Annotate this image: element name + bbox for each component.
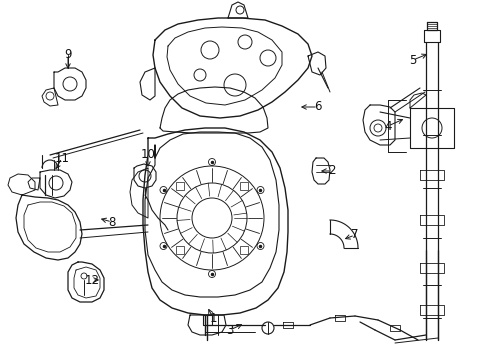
- Text: 7: 7: [351, 229, 359, 242]
- Bar: [176, 246, 184, 254]
- Text: 6: 6: [314, 100, 322, 113]
- Polygon shape: [143, 128, 288, 315]
- Text: 4: 4: [384, 120, 392, 132]
- Polygon shape: [16, 195, 82, 260]
- Bar: [176, 182, 184, 190]
- Text: 12: 12: [84, 274, 99, 287]
- Text: 1: 1: [209, 311, 217, 324]
- Bar: [240, 246, 248, 254]
- Text: 11: 11: [54, 152, 70, 165]
- Text: 9: 9: [64, 49, 72, 62]
- Text: 2: 2: [328, 165, 336, 177]
- Text: 5: 5: [409, 54, 416, 67]
- Text: 8: 8: [108, 216, 116, 229]
- Text: 3: 3: [226, 324, 234, 337]
- Text: 10: 10: [141, 148, 155, 162]
- Polygon shape: [153, 18, 312, 118]
- Bar: [240, 182, 248, 190]
- Polygon shape: [68, 262, 104, 302]
